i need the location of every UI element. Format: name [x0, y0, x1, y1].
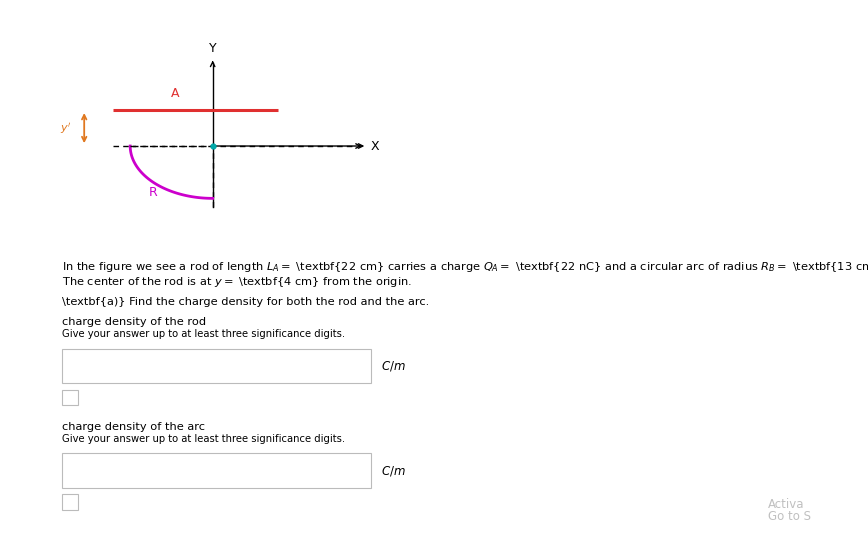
Text: charge density of the arc: charge density of the arc: [62, 422, 206, 432]
Text: The center of the rod is at $y = $ \textbf{4 cm} from the origin.: The center of the rod is at $y = $ \text…: [62, 275, 412, 289]
Text: X: X: [371, 139, 379, 153]
Text: Activa: Activa: [768, 498, 805, 511]
Text: charge density of the rod: charge density of the rod: [62, 317, 207, 327]
Text: $C/m$: $C/m$: [381, 463, 406, 478]
FancyBboxPatch shape: [62, 390, 78, 405]
Text: Give your answer up to at least three significance digits.: Give your answer up to at least three si…: [62, 329, 345, 339]
Text: Give your answer up to at least three significance digits.: Give your answer up to at least three si…: [62, 434, 345, 444]
Text: R: R: [149, 186, 158, 198]
Text: $C/m$: $C/m$: [381, 359, 406, 373]
Text: \textbf{a)} Find the charge density for both the rod and the arc.: \textbf{a)} Find the charge density for …: [62, 297, 430, 307]
Text: $y'$: $y'$: [60, 121, 71, 136]
Text: Go to S: Go to S: [768, 510, 812, 523]
FancyBboxPatch shape: [62, 349, 371, 383]
FancyBboxPatch shape: [62, 494, 78, 510]
Text: Y: Y: [209, 42, 216, 55]
FancyBboxPatch shape: [62, 453, 371, 488]
Text: In the figure we see a rod of length $L_A = $ \textbf{22 cm} carries a charge $Q: In the figure we see a rod of length $L_…: [62, 260, 868, 274]
Text: A: A: [171, 87, 180, 100]
